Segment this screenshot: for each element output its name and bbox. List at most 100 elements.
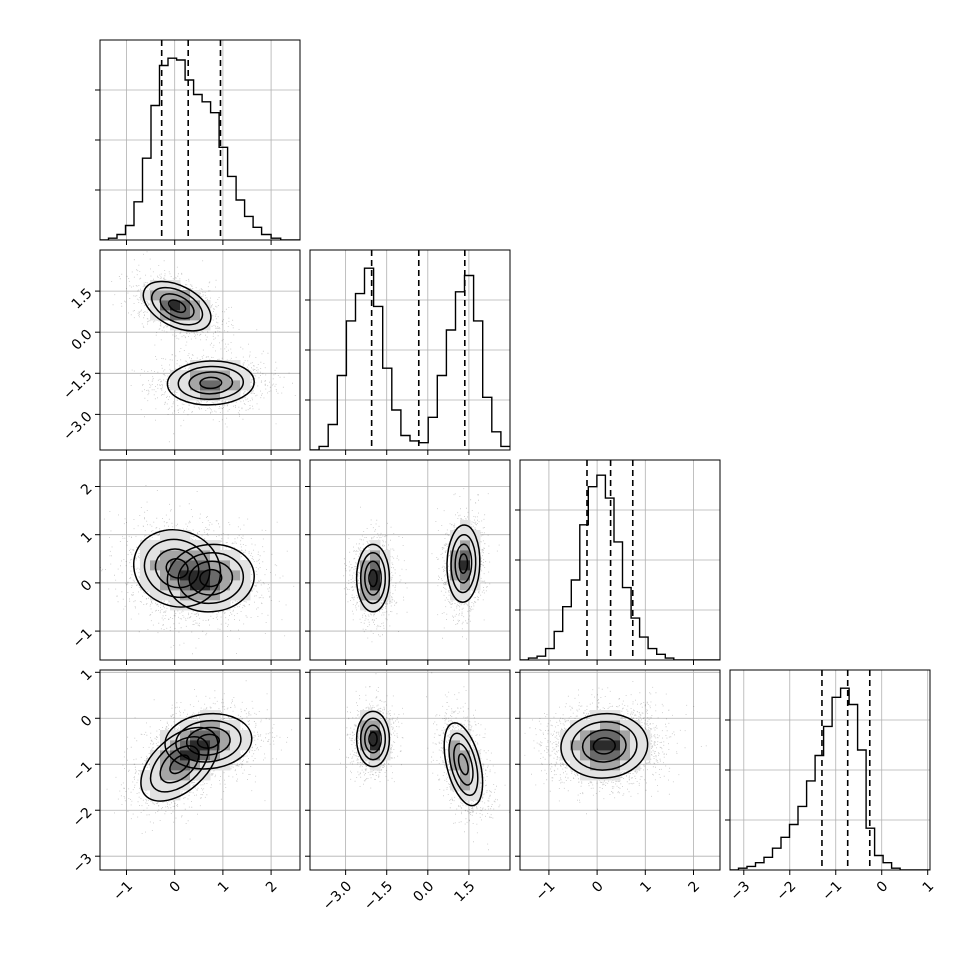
density-cell [170,310,181,321]
density-cell [230,580,241,591]
density-cell [240,580,251,591]
contour-line [364,560,382,596]
density-cell [200,310,211,321]
density-cell [140,560,151,571]
density-cell [200,380,211,391]
scatter-panel-2-1 [305,459,511,665]
density-cell [370,600,381,611]
density-cell [190,310,201,321]
density-cell [230,390,241,401]
density-cell [140,570,151,581]
density-cell [570,760,581,771]
density-cell [190,730,201,741]
density-cell [150,580,161,591]
contour-line [159,745,200,784]
density-cell [460,580,471,591]
panel-content [111,251,296,443]
histogram-step-line [520,474,720,660]
density-cell [570,750,581,761]
density-cell [240,370,251,381]
histogram-panel-0 [95,39,301,245]
contour-line [448,732,479,797]
density-cell [190,300,201,311]
density-cell [240,570,251,581]
density-cell [470,760,481,771]
density-cell [610,730,621,741]
density-cell [450,750,461,761]
panel-content [100,40,300,240]
histogram-panel-2 [515,459,721,665]
density-cell [570,720,581,731]
contour-line [364,724,382,754]
density-cell [180,530,191,541]
density-cell [620,730,631,741]
density-cell [470,580,481,591]
density-cell [220,740,231,751]
density-cell [580,760,591,771]
density-cell [180,290,191,301]
density-cell [560,740,571,751]
density-cell [580,720,591,731]
density-cell [200,360,211,371]
density-cell [370,560,381,571]
density-cell [210,710,221,721]
contour-line [443,722,484,807]
contour-line [140,726,219,802]
density-cell [190,320,201,331]
density-cell [210,740,221,751]
density-cell [140,550,151,561]
density-cell [160,590,171,601]
density-cell [380,590,391,601]
density-cell [200,560,211,571]
density-cell [170,380,181,391]
density-cell [200,570,211,581]
density-cell [470,790,481,801]
density-cell [210,570,221,581]
density-cell [190,770,201,781]
density-cell [380,750,391,761]
panel-content [339,672,510,851]
density-cell [370,570,381,581]
density-cell [170,530,181,541]
density-cell [170,760,181,771]
density-cell [620,720,631,731]
density-cell [560,750,571,761]
density-cell [220,580,231,591]
density-cell [170,570,181,581]
density-cell [190,580,201,591]
density-cell [220,750,231,761]
contour-line [458,553,469,574]
contour-line [177,552,245,605]
density-cell [630,730,641,741]
density-cell [210,600,221,611]
contour-line [185,726,231,756]
density-cell [370,760,381,771]
density-cell [450,570,461,581]
contour-line [355,710,391,768]
density-cell [210,550,221,561]
density-cell [450,730,461,741]
density-cell [240,730,251,741]
density-cell [590,740,601,751]
density-cell [190,390,201,401]
contour-line [446,524,481,603]
contour-line [154,548,200,589]
density-cell [210,590,221,601]
density-cell [160,580,171,591]
contour-line [368,568,378,588]
density-cell [150,570,161,581]
contour-line [166,360,255,406]
density-cell [180,540,191,551]
histogram-step-line [100,57,300,240]
density-cell [150,300,161,311]
density-cell [180,740,191,751]
density-cell [160,730,171,741]
contour-line [355,543,391,613]
panel-content [343,488,500,643]
density-cell [180,310,191,321]
density-cell [360,590,371,601]
density-cell [160,760,171,771]
density-cell [450,770,461,781]
density-cell [170,740,181,751]
